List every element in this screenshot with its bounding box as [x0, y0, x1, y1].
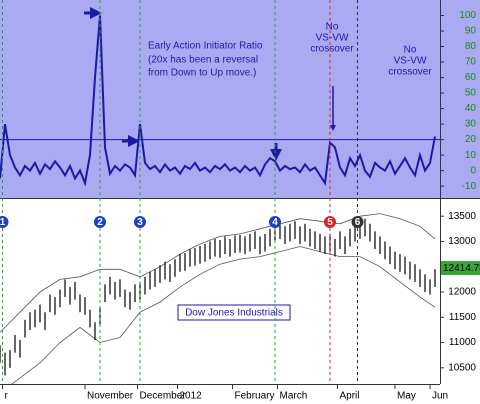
y-tick-label: 13500: [448, 211, 476, 222]
annotation: VS-VW: [316, 33, 349, 44]
x-tick-label: December: [140, 391, 187, 402]
marker-label: 5: [327, 217, 333, 228]
bollinger-band: [11, 246, 436, 384]
last-price-label: 12414.75: [443, 263, 480, 274]
annotation: No: [404, 45, 417, 56]
last-price-box: [441, 261, 480, 275]
y-tick-label: 100: [459, 10, 476, 21]
marker-label: 4: [272, 217, 278, 228]
y-tick-label: 80: [465, 41, 477, 52]
indicator-title: Early Action Initiator Ratio: [148, 41, 263, 52]
indicator-subtitle: from Down to Up move.): [148, 68, 256, 79]
y-tick-label: 13000: [448, 236, 476, 247]
y-tick-label: 10500: [448, 362, 476, 373]
marker-badge: [134, 216, 146, 228]
ratio-line: [0, 15, 436, 187]
annotation: No: [326, 22, 339, 33]
annotation: VS-VW: [394, 56, 427, 67]
y-tick-label: 60: [465, 72, 477, 83]
marker-label: 6: [355, 217, 361, 228]
marker-label: 1: [0, 217, 6, 228]
y-tick-label: 10: [465, 150, 477, 161]
x-tick-label: Jun: [432, 391, 448, 402]
y-tick-label: 30: [465, 119, 477, 130]
marker-badge: [269, 216, 281, 228]
x-tick-label: r: [5, 391, 9, 402]
x-tick-label: 2012: [180, 391, 203, 402]
chart-title: Dow Jones Industrials: [185, 308, 283, 319]
x-tick-label: November: [87, 391, 134, 402]
marker-label: 2: [97, 217, 103, 228]
y-tick-label: 11000: [449, 337, 477, 348]
y-tick-label: 20: [465, 134, 477, 145]
annotation: crossover: [388, 67, 432, 78]
y-tick-label: 90: [465, 26, 477, 37]
marker-badge: [324, 216, 336, 228]
y-tick-label: 50: [465, 88, 477, 99]
annotation: crossover: [310, 44, 354, 55]
y-tick-label: 70: [465, 57, 477, 68]
x-tick-label: February: [235, 391, 275, 402]
marker-badge: [351, 216, 364, 228]
y-tick-label: 0: [470, 165, 476, 176]
marker-badge: [94, 216, 106, 228]
y-tick-label: -10: [462, 181, 477, 192]
x-tick-label: March: [280, 391, 308, 402]
title-box: [177, 304, 291, 321]
x-tick-label: April: [340, 391, 360, 402]
marker-label: 3: [137, 217, 143, 228]
y-tick-label: 12000: [448, 287, 476, 298]
y-tick-label: 11500: [449, 312, 477, 323]
bollinger-band: [0, 213, 436, 333]
indicator-subtitle: (20x has been a reversal: [148, 55, 258, 66]
bottom-panel: [0, 199, 480, 404]
y-tick-label: 40: [465, 103, 477, 114]
x-tick-label: May: [397, 391, 416, 402]
arrows: [84, 7, 336, 161]
marker-badge: [0, 216, 9, 228]
